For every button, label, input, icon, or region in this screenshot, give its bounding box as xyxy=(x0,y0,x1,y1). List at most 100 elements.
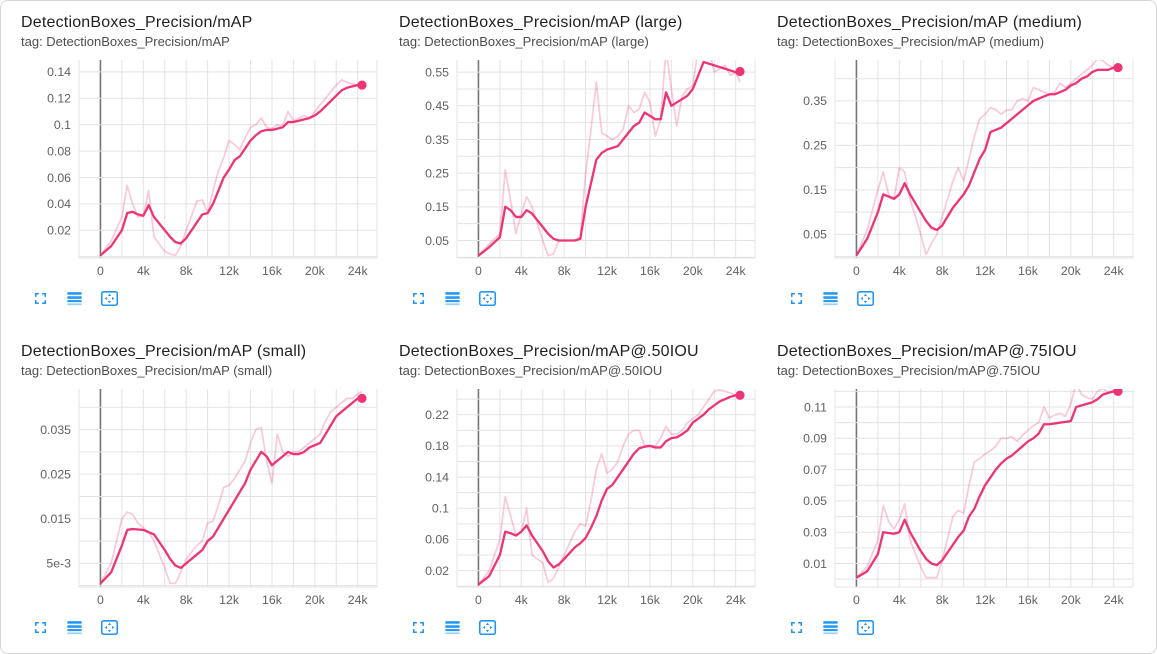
svg-text:16k: 16k xyxy=(640,264,661,278)
scalar-chart[interactable]: 0 4k 8k 12k 16k 20k 24k 0.02 0.04 0.06 0.08 0.1 0.12… xyxy=(21,54,383,282)
log-scale-button[interactable] xyxy=(65,289,84,308)
fit-domain-button[interactable] xyxy=(477,618,498,637)
log-scale-icon xyxy=(67,291,82,305)
chart-card: DetectionBoxes_Precision/mAP (large) tag… xyxy=(387,13,765,308)
svg-text:0: 0 xyxy=(853,593,860,607)
expand-card-button[interactable] xyxy=(409,289,428,308)
svg-text:16k: 16k xyxy=(262,593,283,607)
scalar-chart[interactable]: 0 4k 8k 12k 16k 20k 24k 5e-3 0.015 0.025 0.035 xyxy=(21,383,383,611)
svg-text:4k: 4k xyxy=(515,593,529,607)
smoothed-series-line xyxy=(99,397,362,585)
chart-title: DetectionBoxes_Precision/mAP@.50IOU xyxy=(399,343,699,360)
svg-text:0.25: 0.25 xyxy=(803,139,827,153)
chart-tag: tag: DetectionBoxes_Precision/mAP (mediu… xyxy=(777,34,1045,49)
svg-text:0.45: 0.45 xyxy=(425,99,449,113)
scalar-chart[interactable]: 0 4k 8k 12k 16k 20k 24k 0.05 0.15 0.25 0.35 xyxy=(777,54,1139,282)
svg-text:20k: 20k xyxy=(1061,264,1082,278)
svg-text:12k: 12k xyxy=(597,264,618,278)
log-scale-button[interactable] xyxy=(65,618,84,637)
smoothed-series-line xyxy=(99,83,362,257)
svg-text:24k: 24k xyxy=(348,593,369,607)
chart-title: DetectionBoxes_Precision/mAP (medium) xyxy=(777,14,1083,31)
chart-tag: tag: DetectionBoxes_Precision/mAP (small… xyxy=(21,363,273,378)
log-scale-button[interactable] xyxy=(821,618,840,637)
svg-text:12k: 12k xyxy=(597,593,618,607)
svg-text:8k: 8k xyxy=(180,593,194,607)
scalar-chart[interactable]: 0 4k 8k 12k 16k 20k 24k 0.05 0.15 0.25 0.35 0.45 0.5… xyxy=(399,54,761,282)
expand-card-button[interactable] xyxy=(31,618,50,637)
expand-card-button[interactable] xyxy=(409,618,428,637)
svg-text:8k: 8k xyxy=(180,264,194,278)
card-actions xyxy=(787,288,1141,308)
final-value-dot xyxy=(1113,62,1123,73)
fit-domain-button[interactable] xyxy=(855,618,876,637)
svg-text:0.1: 0.1 xyxy=(432,502,449,516)
final-value-dot xyxy=(735,390,745,400)
svg-text:12k: 12k xyxy=(219,593,240,607)
svg-text:16k: 16k xyxy=(640,593,661,607)
fit-domain-button[interactable] xyxy=(99,618,120,637)
final-value-dot xyxy=(735,66,745,77)
svg-text:12k: 12k xyxy=(975,593,996,607)
raw-series-line xyxy=(855,389,1119,579)
svg-text:0.06: 0.06 xyxy=(425,533,449,547)
svg-text:0.35: 0.35 xyxy=(425,133,449,147)
scalar-chart[interactable]: 0 4k 8k 12k 16k 20k 24k 0.01 0.03 0.05 0.07 0.09 0.1… xyxy=(777,383,1139,611)
svg-text:24k: 24k xyxy=(726,264,747,278)
svg-text:16k: 16k xyxy=(1018,593,1039,607)
expand-card-button[interactable] xyxy=(31,289,50,308)
chart-tag: tag: DetectionBoxes_Precision/mAP@.50IOU xyxy=(399,363,663,378)
expand-icon xyxy=(34,292,47,304)
expand-icon xyxy=(412,292,425,304)
svg-text:0: 0 xyxy=(475,264,482,278)
svg-text:0.06: 0.06 xyxy=(47,171,71,185)
svg-text:24k: 24k xyxy=(1104,264,1125,278)
svg-text:0.05: 0.05 xyxy=(425,234,449,248)
svg-text:0.12: 0.12 xyxy=(47,92,71,106)
fit-domain-icon xyxy=(856,290,875,306)
chart-card: DetectionBoxes_Precision/mAP (small) tag… xyxy=(9,342,387,637)
log-scale-icon xyxy=(445,291,460,305)
chart-card: DetectionBoxes_Precision/mAP tag: Detect… xyxy=(9,13,387,308)
svg-text:16k: 16k xyxy=(262,264,283,278)
svg-text:20k: 20k xyxy=(305,264,326,278)
card-actions xyxy=(409,617,763,637)
svg-text:5e-3: 5e-3 xyxy=(46,557,71,571)
fit-domain-button[interactable] xyxy=(99,289,120,308)
svg-text:0.015: 0.015 xyxy=(40,512,71,526)
raw-series-line xyxy=(99,390,363,585)
log-scale-button[interactable] xyxy=(821,289,840,308)
svg-text:0.22: 0.22 xyxy=(425,408,449,422)
fit-domain-button[interactable] xyxy=(477,289,498,308)
svg-text:0.05: 0.05 xyxy=(803,494,827,508)
svg-text:8k: 8k xyxy=(936,264,950,278)
card-actions xyxy=(31,288,385,308)
svg-text:8k: 8k xyxy=(936,593,950,607)
svg-text:16k: 16k xyxy=(1018,264,1039,278)
chart-card: DetectionBoxes_Precision/mAP@.50IOU tag:… xyxy=(387,342,765,637)
svg-text:0: 0 xyxy=(475,593,482,607)
svg-text:0: 0 xyxy=(97,593,104,607)
svg-text:0.04: 0.04 xyxy=(47,197,71,211)
chart-tag: tag: DetectionBoxes_Precision/mAP (large… xyxy=(399,34,649,49)
expand-card-button[interactable] xyxy=(787,618,806,637)
svg-text:0.025: 0.025 xyxy=(40,467,71,481)
raw-series-line xyxy=(477,60,741,257)
smoothed-series-line xyxy=(855,66,1118,256)
svg-text:0.15: 0.15 xyxy=(803,183,827,197)
log-scale-button[interactable] xyxy=(443,618,462,637)
svg-text:4k: 4k xyxy=(893,264,907,278)
scalar-chart[interactable]: 0 4k 8k 12k 16k 20k 24k 0.02 0.06 0.1 0.14 0.18 0.22 xyxy=(399,383,761,611)
fit-domain-button[interactable] xyxy=(855,289,876,308)
svg-text:20k: 20k xyxy=(683,264,704,278)
expand-card-button[interactable] xyxy=(787,289,806,308)
svg-text:4k: 4k xyxy=(893,593,907,607)
chart-title: DetectionBoxes_Precision/mAP@.75IOU xyxy=(777,343,1077,360)
svg-text:0.14: 0.14 xyxy=(425,470,449,484)
svg-text:0: 0 xyxy=(97,264,104,278)
log-scale-button[interactable] xyxy=(443,289,462,308)
smoothed-series-line xyxy=(477,394,740,586)
scalar-card-grid: DetectionBoxes_Precision/mAP tag: Detect… xyxy=(1,1,1156,637)
svg-text:0.035: 0.035 xyxy=(40,423,71,437)
svg-text:8k: 8k xyxy=(558,593,572,607)
